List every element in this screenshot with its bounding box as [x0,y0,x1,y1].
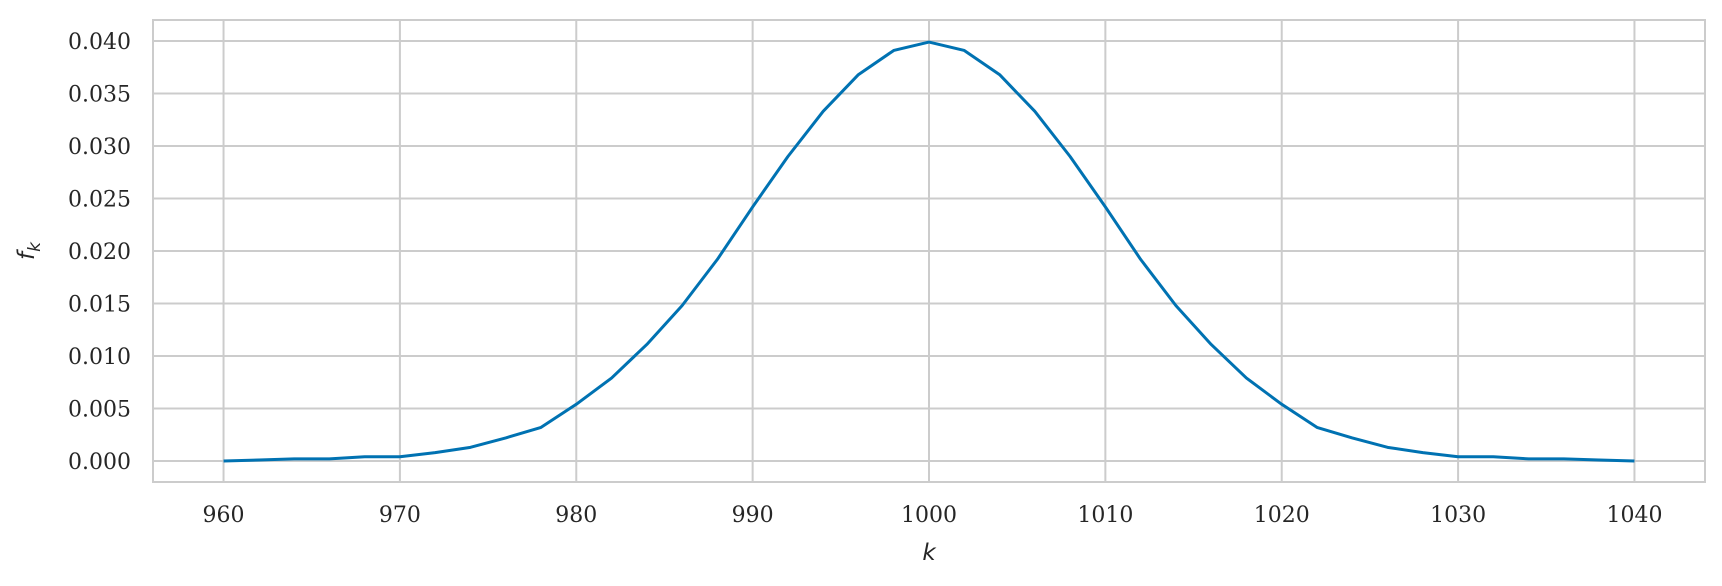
x-tick-label: 1000 [901,503,957,528]
plot-frame [152,19,1706,483]
grid [153,20,1705,482]
x-tick-label: 970 [379,503,421,528]
x-tick-label: 960 [203,503,245,528]
y-tick-label: 0.000 [68,450,131,475]
y-tick-label: 0.030 [68,135,131,160]
x-tick-labels: 960 970 980 990 1000 1010 1020 1030 1040 [203,503,1663,528]
x-tick-label: 1020 [1254,503,1310,528]
x-axis-label: k [922,540,937,566]
y-tick-label: 0.015 [68,293,131,318]
y-axis-label-subscript: k [25,241,45,252]
series-line [223,40,1635,463]
y-axis-label-main: f [14,249,40,260]
y-tick-label: 0.025 [68,188,131,213]
y-tick-label: 0.040 [68,30,131,55]
y-tick-label: 0.005 [68,398,131,423]
x-tick-label: 990 [732,503,774,528]
y-axis-label: fk [14,241,45,260]
x-tick-label: 980 [555,503,597,528]
y-tick-labels: 0.000 0.005 0.010 0.015 0.020 0.025 0.030 0.035… [68,30,131,475]
x-tick-label: 1010 [1077,503,1133,528]
y-tick-label: 0.010 [68,345,131,370]
y-tick-label: 0.035 [68,83,131,108]
x-tick-label: 1030 [1430,503,1486,528]
x-tick-label: 1040 [1606,503,1662,528]
series-layer [223,40,1635,463]
y-tick-label: 0.020 [68,240,131,265]
